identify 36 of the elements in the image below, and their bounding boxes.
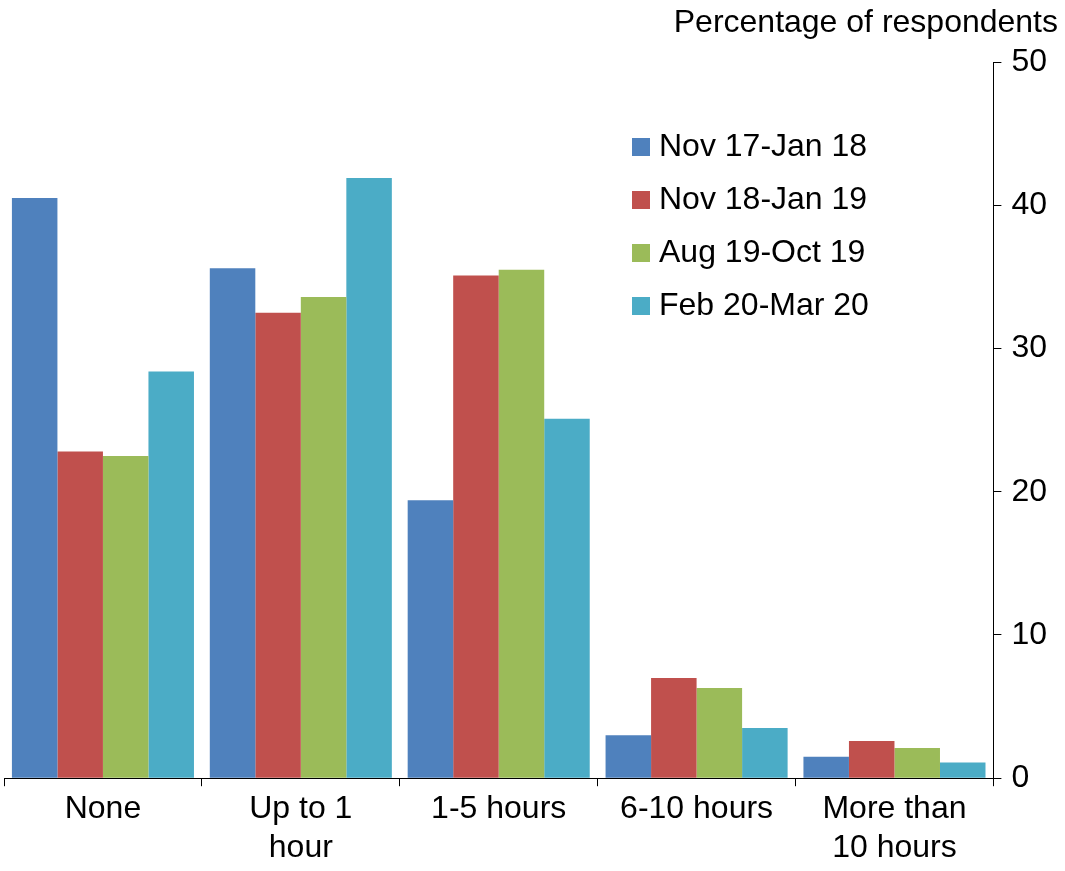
bar xyxy=(605,735,652,778)
x-tick-label: More than 10 hours xyxy=(822,789,967,864)
bar xyxy=(939,762,986,778)
y-axis-title: Percentage of respondents xyxy=(673,3,1058,39)
bar xyxy=(11,198,58,778)
legend-label: Nov 18-Jan 19 xyxy=(659,179,868,216)
bar xyxy=(848,740,895,778)
bar xyxy=(894,748,940,778)
y-tick-label: 30 xyxy=(1011,328,1047,365)
bar xyxy=(742,728,788,778)
bar xyxy=(544,418,590,778)
x-tick-label: None xyxy=(64,789,142,826)
y-tick-label: 0 xyxy=(1011,758,1030,795)
bar xyxy=(300,296,347,778)
legend-label: Feb 20-Mar 20 xyxy=(659,285,869,322)
bar xyxy=(57,451,103,778)
bar xyxy=(346,178,392,778)
y-tick-label: 50 xyxy=(1011,41,1047,78)
legend-label: Nov 17-Jan 18 xyxy=(659,126,868,163)
bar xyxy=(453,275,499,778)
x-tick-label: 1-5 hours xyxy=(431,789,567,826)
bar xyxy=(209,268,256,778)
bar xyxy=(102,455,149,778)
y-tick-label: 10 xyxy=(1011,614,1047,651)
x-tick-label: 6-10 hours xyxy=(620,789,774,826)
y-tick-label: 40 xyxy=(1011,185,1047,222)
bar xyxy=(407,500,454,778)
x-tick-label: Up to 1 hour xyxy=(249,789,353,864)
bar xyxy=(498,269,545,778)
bar xyxy=(696,687,743,778)
bar xyxy=(255,312,301,778)
legend-label: Aug 19-Oct 19 xyxy=(659,232,866,269)
bar xyxy=(148,371,194,778)
bar xyxy=(651,677,697,778)
bar xyxy=(803,756,849,778)
y-tick-label: 20 xyxy=(1011,471,1047,508)
